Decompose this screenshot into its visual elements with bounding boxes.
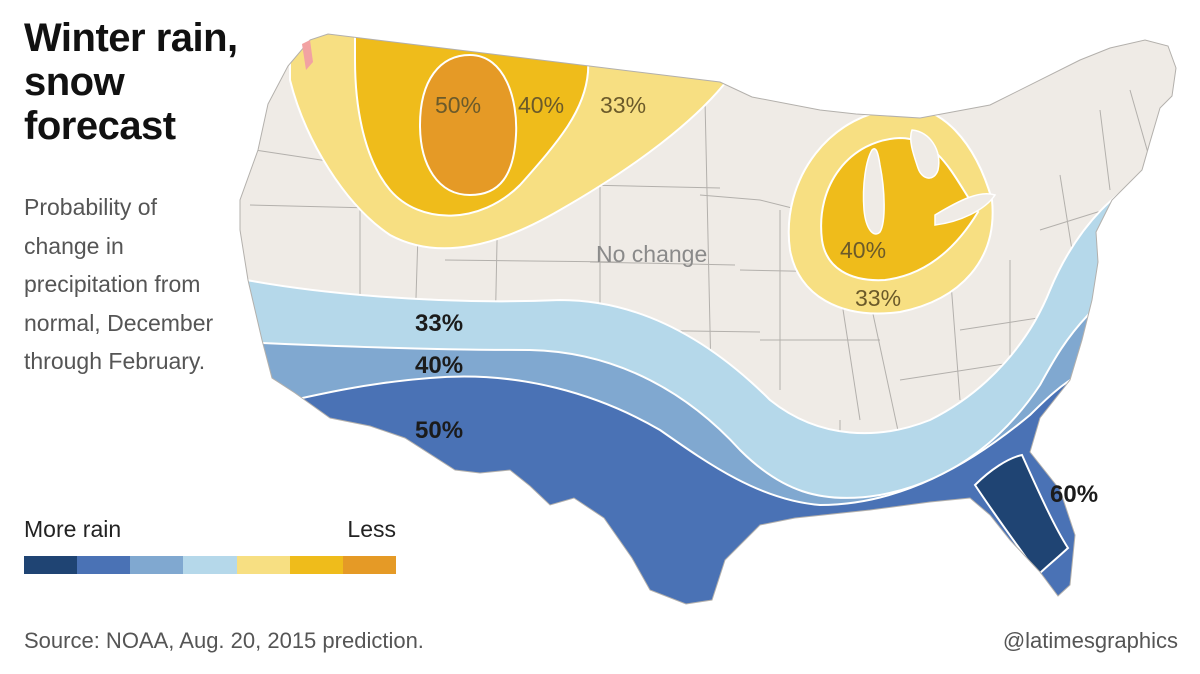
label-florida-60: 60% (1050, 481, 1098, 508)
us-outline (239, 33, 1177, 605)
chart-subtitle: Probability of change in precipitation f… (24, 194, 214, 374)
legend-swatch-1 (24, 556, 78, 574)
legend-less-label: Less (347, 516, 396, 542)
lake-michigan (862, 148, 885, 235)
label-south-33: 33% (415, 310, 463, 337)
nw-dry-50-core (418, 53, 518, 197)
label-nw-50: 50% (435, 92, 481, 118)
label-lakes-40: 40% (840, 237, 886, 263)
lake-huron (909, 129, 940, 179)
florida-wet-60 (973, 453, 1070, 577)
legend-more-rain-label: More rain (24, 516, 122, 542)
label-nw-40: 40% (518, 92, 564, 118)
label-south-40: 40% (415, 352, 463, 379)
puget-sound-marker (302, 40, 313, 70)
label-nw-33: 33% (600, 92, 646, 118)
label-lakes-33: 33% (855, 285, 901, 311)
chart-title: Winter rain, snow forecast (24, 16, 238, 148)
legend-swatch-5 (236, 556, 290, 574)
legend-swatch-2 (77, 556, 131, 574)
source-note: Source: NOAA, Aug. 20, 2015 prediction. (24, 628, 424, 653)
lake-erie (934, 193, 997, 226)
legend-swatch-6 (289, 556, 343, 574)
legend-color-scale (24, 556, 396, 574)
legend-swatch-3 (130, 556, 184, 574)
credit-handle: @latimesgraphics (1002, 628, 1178, 653)
legend-swatch-7 (342, 556, 396, 574)
label-no-change: No change (596, 241, 707, 267)
label-south-50: 50% (415, 417, 463, 444)
legend-swatch-4 (183, 556, 237, 574)
